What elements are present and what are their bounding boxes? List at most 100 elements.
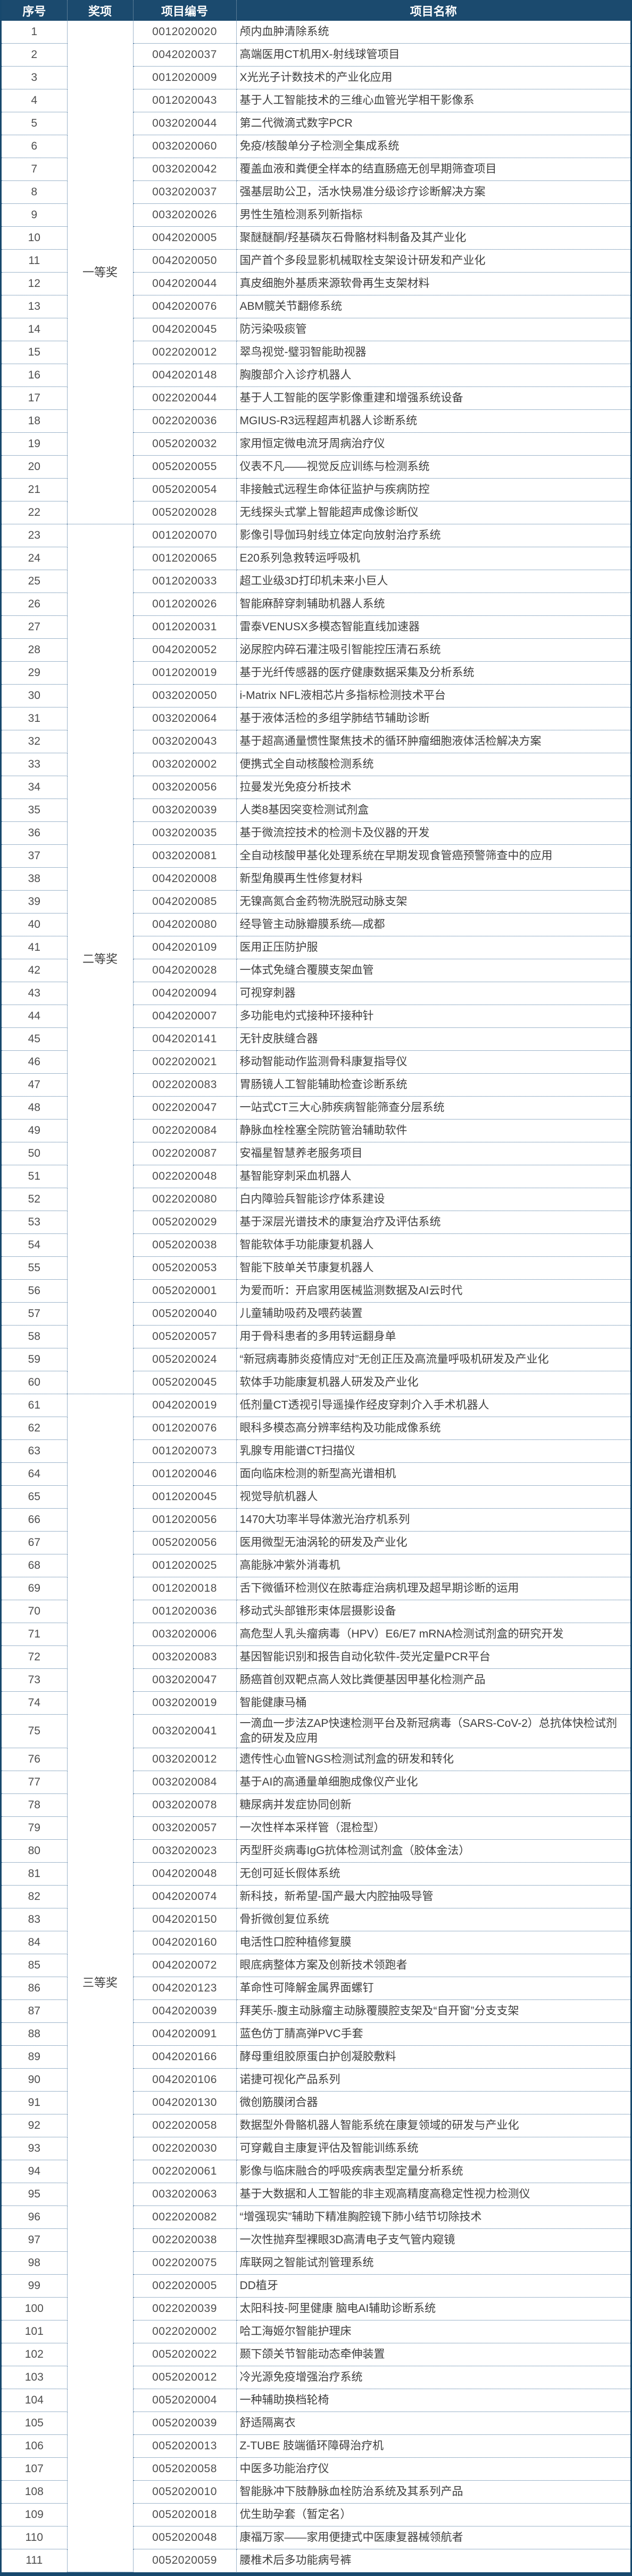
index-cell: 63 (2, 1439, 68, 1463)
project-code-cell: 0032020026 (133, 203, 237, 227)
col-header-award: 奖项 (67, 0, 134, 21)
project-name-cell: 腰椎术后多功能病号裤 (239, 2554, 352, 2566)
index-cell: 19 (2, 432, 68, 456)
project-code-cell: 0022020084 (133, 1119, 237, 1142)
project-name-cell: 基于大数据和人工智能的非主观高精度高稳定性视力检测仪 (236, 2183, 630, 2206)
project-code-cell: 0042020074 (133, 1885, 237, 1908)
project-code-cell: 0032020064 (133, 707, 237, 730)
project-code-cell: 0022020047 (133, 1096, 237, 1120)
project-code-cell: 0012020070 (133, 524, 237, 547)
project-name-cell: 白内障验兵智能诊疗体系建设 (236, 1188, 630, 1211)
index-cell: 48 (2, 1096, 68, 1120)
index-cell: 87 (2, 1999, 68, 2023)
index-cell: 40 (2, 913, 68, 936)
index-cell: 64 (2, 1462, 68, 1486)
project-code-cell: 0032020047 (133, 1668, 237, 1692)
index-cell: 77 (2, 1771, 68, 1794)
project-name-cell: ABM髋关节翻修系统 (236, 295, 630, 318)
index-cell: 95 (2, 2183, 68, 2206)
index-cell: 84 (2, 1931, 68, 1954)
table-row: 91 0042020130 微创筋膜闭合器 (2, 2091, 630, 2114)
table-row: 76 0032020012 遗传性心血管NGS检测试剂盒的研发和转化 (2, 1748, 630, 1771)
index-cell: 91 (2, 2091, 68, 2114)
table-row: 95 0032020063 基于大数据和人工智能的非主观高精度高稳定性视力检测仪 (2, 2183, 630, 2206)
table-row: 84 0042020160 电活性口腔种植修复膜 (2, 1931, 630, 1954)
index-cell: 2 (2, 43, 68, 67)
project-code-cell: 0052020040 (133, 1302, 237, 1326)
project-name-cell: 1470大功率半导体激光治疗机系列 (236, 1508, 630, 1532)
index-cell: 53 (2, 1211, 68, 1234)
table-row: 9 0032020026 男性生殖检测系列新指标 (2, 203, 630, 227)
table-row: 33 0032020002 便携式全自动核酸检测系统 (2, 753, 630, 776)
project-code-cell: 0052020057 (133, 1325, 237, 1348)
project-name-cell: 基于超高通量惯性聚焦技术的循环肿瘤细胞液体活检解决方案 (236, 730, 630, 753)
project-code-cell: 0032020019 (133, 1691, 237, 1715)
project-name-cell: 太阳科技-阿里健康 脑电AI辅助诊断系统 (236, 2297, 630, 2320)
project-name-cell: 基于人工智能技术的三维心血管光学相干影像系 (236, 89, 630, 112)
table-row: 69 0012020018 舌下微循环检测仪在脓毒症治病机理及超早期诊断的运用 (2, 1577, 630, 1600)
table-row: 19 0052020032 家用恒定微电流牙周病治疗仪 (2, 432, 630, 456)
project-name-cell: 眼科多模态高分辨率结构及功能成像系统 (236, 1417, 630, 1440)
table-row: 52 0022020080 白内障验兵智能诊疗体系建设 (2, 1188, 630, 1211)
project-code-cell: 0042020039 (133, 1999, 237, 2023)
index-cell: 46 (2, 1050, 68, 1074)
project-code-cell: 0022020038 (133, 2228, 237, 2252)
index-cell: 50 (2, 1142, 68, 1165)
project-name-cell: 骨折微创复位系统 (236, 1908, 630, 1931)
index-cell: 35 (2, 799, 68, 822)
table-row: 26 0012020026 智能麻醉穿刺辅助机器人系统 (2, 592, 630, 616)
project-name-cell: 高端医用CT机用X-射线球管项目 (236, 43, 630, 67)
table-row: 77 0032020084 基于AI的高通量单细胞成像仪产业化 (2, 1771, 630, 1794)
project-code-cell: 0032020060 (133, 135, 237, 158)
project-name-cell: 诺捷可视化产品系列 (236, 2068, 630, 2092)
project-name-cell: “增强现实”辅助下精准胸腔镜下肺小结节切除技术 (236, 2205, 630, 2229)
project-code-cell: 0012020009 (133, 66, 237, 89)
table-row: 93 0022020030 可穿戴自主康复评估及智能训练系统 (2, 2137, 630, 2160)
index-cell: 99 (2, 2274, 68, 2298)
project-code-cell: 0022020087 (133, 1142, 237, 1165)
table-row: 3 0012020009 X光光子计数技术的产业化应用 (2, 66, 630, 89)
index-cell: 24 (2, 547, 68, 570)
index-cell: 25 (2, 570, 68, 593)
table-row: 40 0042020080 经导管主动脉瓣膜系统—成都 (2, 913, 630, 936)
table-row: 70 0012020036 移动式头部锥形束体层摄影设备 (2, 1600, 630, 1623)
project-code-cell: 0042020052 (133, 638, 237, 662)
index-cell: 96 (2, 2205, 68, 2229)
project-code-cell: 0012020033 (133, 570, 237, 593)
table-row: 30 0032020050 i-Matrix NFL液相芯片多指标检测技术平台 (2, 684, 630, 707)
project-name-cell: 医用正压防护服 (236, 936, 630, 959)
project-name-cell: 经导管主动脉瓣膜系统—成都 (236, 913, 630, 936)
project-code-cell: 0022020075 (133, 2251, 237, 2275)
project-name-cell: 一种辅助换档轮椅 (236, 2389, 630, 2412)
project-code-cell: 0012020026 (133, 592, 237, 616)
index-cell: 97 (2, 2228, 68, 2252)
index-cell: 11 (2, 249, 68, 273)
project-name-cell: 微创筋膜闭合器 (236, 2091, 630, 2114)
index-cell: 51 (2, 1165, 68, 1188)
project-code-cell: 0012020046 (133, 1462, 237, 1486)
table-row: 47 0022020083 胃肠镜人工智能辅助检查诊断系统 (2, 1073, 630, 1097)
project-name-cell: 哈工海姬尔智能护理床 (236, 2320, 630, 2343)
table-row: 27 0012020031 雷泰VENUSX多模态智能直线加速器 (2, 615, 630, 639)
table-row: 54 0052020038 智能软体手功能康复机器人 (2, 1233, 630, 1257)
project-code-cell: 0032020050 (133, 684, 237, 707)
table-row: 46 0022020021 移动智能动作监测骨科康复指导仪 (2, 1050, 630, 1074)
project-name-cell: 真皮细胞外基质来源软骨再生支架材料 (236, 272, 630, 295)
index-cell: 37 (2, 844, 68, 868)
index-cell: 13 (2, 295, 68, 318)
index-cell: 22 (2, 501, 68, 524)
index-cell: 102 (2, 2343, 68, 2366)
index-cell: 43 (2, 982, 68, 1005)
project-name-cell: “新冠病毒肺炎疫情应对”无创正压及高流量呼吸机研发及产业化 (236, 1348, 630, 1371)
table-row: 49 0022020084 静脉血栓栓塞全院防管治辅助软件 (2, 1119, 630, 1142)
project-code-cell: 0042020150 (133, 1908, 237, 1931)
project-code-cell: 0032020041 (133, 1714, 237, 1748)
project-code-cell: 0032020057 (133, 1816, 237, 1840)
project-code-cell: 0032020044 (133, 112, 237, 135)
table-row: 22 0052020028 无线探头式掌上智能超声成像诊断仪 (2, 501, 630, 524)
index-cell: 42 (2, 959, 68, 982)
project-code-cell: 0022020061 (133, 2160, 237, 2183)
project-code-cell: 0012020036 (133, 1600, 237, 1623)
index-cell: 76 (2, 1748, 68, 1771)
